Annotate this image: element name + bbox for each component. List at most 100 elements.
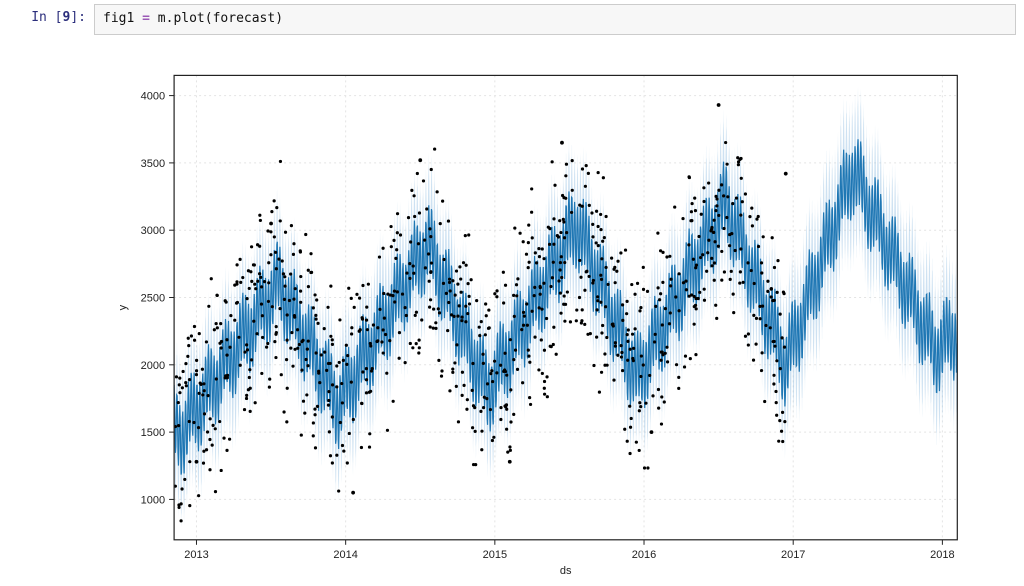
observed-dot xyxy=(267,300,270,303)
observed-dot xyxy=(348,432,351,435)
observed-dot xyxy=(487,308,490,311)
observed-dot xyxy=(239,364,242,367)
observed-dot xyxy=(389,293,392,296)
observed-dot xyxy=(606,283,609,286)
observed-dot xyxy=(533,335,536,338)
observed-dot xyxy=(533,294,536,297)
observed-dot xyxy=(643,466,646,469)
observed-dot xyxy=(430,261,433,264)
observed-dot xyxy=(455,343,458,346)
observed-dot xyxy=(687,243,690,246)
observed-dot xyxy=(520,328,523,331)
observed-dot xyxy=(327,399,330,402)
observed-dot xyxy=(299,289,302,292)
observed-dot xyxy=(245,343,248,346)
observed-dot xyxy=(541,372,544,375)
observed-dot xyxy=(460,319,463,322)
observed-dot xyxy=(198,392,201,395)
observed-dot xyxy=(346,461,349,464)
ytick-label: 1500 xyxy=(141,427,165,439)
observed-dot xyxy=(591,235,594,238)
observed-dot xyxy=(668,322,671,325)
observed-dot xyxy=(329,284,332,287)
observed-dot xyxy=(773,266,776,269)
observed-dot xyxy=(560,276,563,279)
observed-dot xyxy=(226,374,229,377)
observed-dot xyxy=(225,449,228,452)
observed-dot xyxy=(732,292,735,295)
observed-dot xyxy=(347,287,350,290)
observed-dot xyxy=(669,284,672,287)
observed-dot xyxy=(639,405,642,408)
observed-dot xyxy=(737,163,740,166)
observed-dot xyxy=(626,439,629,442)
observed-dot xyxy=(764,324,767,327)
observed-dot xyxy=(770,287,773,290)
observed-dot xyxy=(417,351,420,354)
observed-dot xyxy=(605,336,608,339)
observed-dot xyxy=(646,466,649,469)
observed-dot xyxy=(566,290,569,293)
observed-dot xyxy=(399,233,402,236)
observed-dot xyxy=(480,320,483,323)
code-open: ( xyxy=(205,11,213,26)
observed-dot xyxy=(659,359,662,362)
observed-dot xyxy=(248,368,251,371)
observed-dot xyxy=(265,345,268,348)
observed-dot xyxy=(460,315,463,318)
observed-dot xyxy=(184,362,187,365)
observed-dot xyxy=(521,381,524,384)
observed-dot xyxy=(714,195,717,198)
observed-dot xyxy=(192,421,195,424)
observed-dot-extreme xyxy=(195,460,199,464)
observed-dot xyxy=(512,413,515,416)
observed-dot xyxy=(528,261,531,264)
observed-dot xyxy=(783,345,786,348)
observed-dot xyxy=(639,375,642,378)
observed-dot xyxy=(416,172,419,175)
observed-dot xyxy=(771,236,774,239)
observed-dot xyxy=(621,319,624,322)
observed-dot xyxy=(214,490,217,493)
observed-dot xyxy=(475,299,478,302)
observed-dot xyxy=(211,443,214,446)
observed-dot xyxy=(513,315,516,318)
observed-dot xyxy=(523,314,526,317)
observed-dot xyxy=(597,171,600,174)
observed-dot-extreme xyxy=(717,103,721,107)
observed-dot xyxy=(700,213,703,216)
observed-dot xyxy=(314,351,317,354)
observed-dot xyxy=(493,359,496,362)
observed-dot xyxy=(489,372,492,375)
observed-dot xyxy=(538,255,541,258)
observed-dot xyxy=(216,326,219,329)
observed-dot xyxy=(470,278,473,281)
observed-dot xyxy=(360,402,363,405)
observed-dot xyxy=(771,299,774,302)
observed-dot xyxy=(458,265,461,268)
observed-dot xyxy=(683,365,686,368)
observed-dot xyxy=(381,247,384,250)
observed-dot xyxy=(559,231,562,234)
code-cell[interactable]: fig1 = m.plot(forecast) xyxy=(94,4,1016,35)
observed-dot xyxy=(239,281,242,284)
observed-dot xyxy=(323,327,326,330)
observed-dot xyxy=(552,326,555,329)
observed-dot xyxy=(338,318,341,321)
observed-dot xyxy=(412,264,415,267)
observed-dot xyxy=(495,289,498,292)
output-area: 2013201420152016201720181000150020002500… xyxy=(0,41,1024,583)
observed-dot xyxy=(382,292,385,295)
observed-dot xyxy=(465,263,468,266)
observed-dot xyxy=(509,449,512,452)
observed-dot xyxy=(474,463,477,466)
observed-dot-extreme xyxy=(560,141,564,145)
observed-dot xyxy=(325,369,328,372)
prompt-in-text: In [ xyxy=(31,10,62,25)
observed-dot xyxy=(376,339,379,342)
observed-dot xyxy=(486,382,489,385)
observed-dot xyxy=(738,281,741,284)
observed-dot xyxy=(239,258,242,261)
observed-dot xyxy=(578,259,581,262)
observed-dot xyxy=(744,192,747,195)
